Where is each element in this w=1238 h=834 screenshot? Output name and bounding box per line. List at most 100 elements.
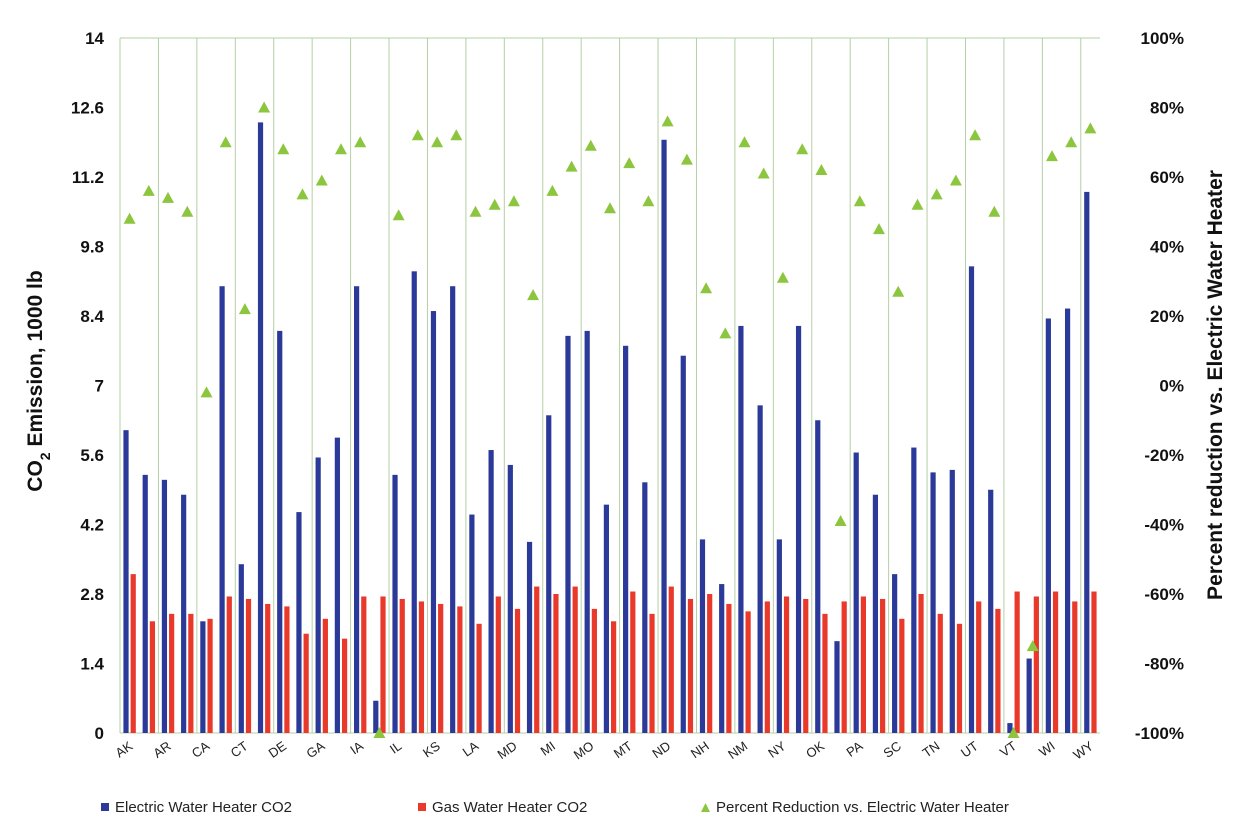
marker-percent-sd [911,198,924,210]
legend-label-gas: Gas Water Heater CO2 [432,799,587,816]
bar-gas-sc [899,618,905,733]
bar-electric-mo [584,330,590,733]
y-tick-label: 7 [95,377,104,396]
bar-electric-me [526,541,533,734]
bar-gas-ny [783,596,790,733]
legend-swatch-gas [418,803,426,811]
marker-percent-ct [238,303,251,315]
bar-electric-nj [719,584,725,733]
marker-percent-ar [162,191,174,203]
y2-tick-label: -40% [1144,516,1184,535]
y-tick-label: 5.6 [80,446,104,465]
bar-electric-or [834,641,840,733]
bar-gas-fl [303,633,309,733]
y2-tick-label: -100% [1135,724,1184,743]
bar-electric-tn [930,472,936,734]
marker-percent-hi [335,143,347,155]
marker-percent-ne [680,153,693,165]
bar-gas-ar [169,613,175,733]
bar-electric-nm [738,325,744,733]
marker-percent-ks [431,136,444,148]
marker-percent-or [834,515,847,526]
marker-percent-nh [700,282,713,294]
marker-percent-fl [296,188,309,200]
bar-electric-mn [565,335,571,733]
marker-percent-va [988,205,1001,217]
marker-percent-tx [949,174,962,186]
bar-gas-nh [707,594,713,733]
x-tick-label: MI [538,738,558,759]
marker-percent-wy [1084,122,1097,134]
bar-gas-az [188,613,194,733]
bar-electric-al [142,474,148,733]
bar-gas-nm [745,611,751,734]
bar-electric-tx [949,469,955,733]
bar-gas-ut [976,601,982,733]
bar-electric-nh [699,539,706,733]
bar-electric-az [181,494,187,733]
bar-electric-wa [1026,658,1032,733]
legend: Electric Water Heater CO2 Gas Water Heat… [101,799,1009,816]
bar-electric-sc [892,574,898,733]
marker-percent-me [527,289,540,301]
bar-electric-fl [296,512,302,733]
bar-gas-al [149,621,156,733]
bar-gas-ct [245,598,252,733]
bar-electric-ct [238,564,244,733]
bar-electric-ak [123,430,129,733]
bar-gas-tn [937,613,943,733]
bar-electric-wi [1045,318,1051,733]
marker-percent-ok [815,164,828,175]
y-tick-label: 1.4 [80,655,104,674]
y2-tick-label: -20% [1144,446,1184,465]
bar-electric-il [392,474,398,733]
bar-gas-hi [341,638,348,733]
bar-electric-nv [757,405,763,733]
y-tick-label: 2.8 [80,585,104,604]
marker-percent-sc [892,285,905,297]
y2-tick-label: 0% [1159,377,1184,396]
bar-gas-in [418,601,425,733]
bar-electric-nd [661,139,667,733]
marker-percent-nv [757,167,770,179]
bar-electric-ia [354,286,360,733]
legend-label-electric: Electric Water Heater CO2 [115,799,292,816]
bar-electric-wv [1064,308,1071,733]
marker-percent-mo [584,139,597,151]
marker-percent-nm [738,136,751,148]
y2-tick-label: -60% [1144,585,1184,604]
bar-gas-ks [438,603,444,733]
right-axis-ticks: -100% -80% -60% -40% -20% 0% 20% 40% 60% 80% 100% [1135,29,1184,743]
gridlines [119,37,1100,734]
marker-percent-ak [123,212,136,224]
bar-gas-ok [822,613,828,733]
marker-percent-ia [354,136,367,148]
marker-percent-az [181,205,194,217]
y2-tick-label: 60% [1150,168,1184,187]
bar-electric-in [411,271,417,733]
legend-item-gas: Gas Water Heater CO2 [418,799,587,816]
bar-electric-ma [488,450,494,733]
marker-percent-mi [546,184,559,196]
bar-electric-ny [776,539,782,733]
marker-percent-mt [623,157,636,169]
bar-gas-wi [1052,591,1059,733]
percent-markers [123,101,1097,738]
bar-gas-id [380,596,386,733]
bar-gas-la [476,623,482,733]
bar-gas-il [399,598,405,733]
bar-electric-va [988,489,994,733]
legend-item-electric: Electric Water Heater CO2 [101,799,292,816]
legend-triangle-icon [701,803,710,812]
marker-percent-ny [776,271,789,283]
bar-gas-ky [457,606,463,733]
marker-percent-dc [258,101,271,113]
bar-gas-mn [572,586,578,733]
bar-gas-ne [687,598,694,733]
bar-electric-ms [603,504,609,733]
y2-tick-label: 20% [1150,307,1184,326]
bar-electric-ky [450,286,456,733]
legend-item-percent: Percent Reduction vs. Electric Water Hea… [701,799,1009,816]
bar-electric-mi [546,415,552,733]
